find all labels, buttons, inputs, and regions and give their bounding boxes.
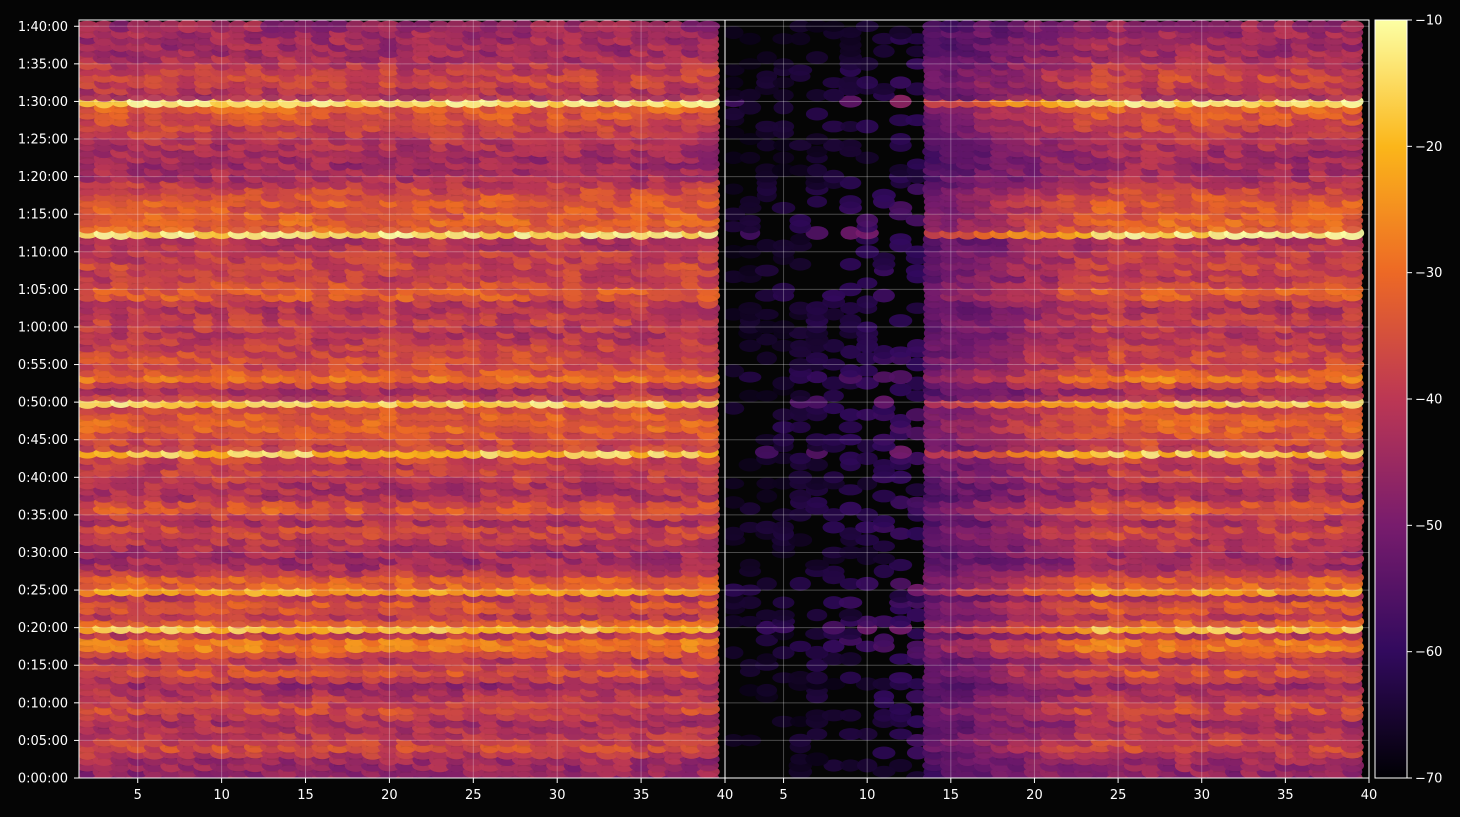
- heatmap-cell: [629, 20, 653, 32]
- heatmap-cell: [905, 771, 929, 778]
- heatmap-cell: [311, 20, 334, 33]
- heatmap-cell: [906, 746, 928, 760]
- heatmap-cell: [143, 20, 166, 33]
- heatmap-cell: [496, 20, 518, 33]
- heatmap-cell: [771, 715, 796, 728]
- heatmap-cell: [93, 20, 116, 32]
- left-panel: [78, 19, 726, 779]
- heatmap-cell: [193, 20, 216, 34]
- heatmap-cell: [872, 765, 896, 778]
- heatmap-cell: [412, 20, 434, 33]
- heatmap-cell: [277, 20, 300, 33]
- heatmap-cell: [805, 752, 829, 767]
- heatmap-cell: [790, 716, 811, 728]
- heatmap-cell: [479, 20, 501, 33]
- heatmap-cell: [612, 20, 637, 33]
- heatmap-cell: [578, 20, 603, 33]
- heatmap-cell: [805, 709, 829, 722]
- heatmap-cell: [906, 715, 928, 728]
- heatmap-cell: [889, 758, 913, 773]
- heatmap-cell: [361, 20, 384, 33]
- heatmap-cell: [345, 20, 366, 33]
- heatmap-cell: [664, 20, 685, 32]
- heatmap-cell: [873, 709, 895, 722]
- heatmap-cell: [563, 20, 585, 33]
- heatmap-cell: [127, 20, 149, 34]
- heatmap-cell: [159, 20, 183, 33]
- heatmap-cell: [872, 746, 896, 760]
- heatmap-cell: [177, 20, 199, 34]
- heatmap-cell: [108, 20, 133, 33]
- heatmap-cell: [680, 20, 703, 33]
- right-panel: [724, 19, 1370, 779]
- heatmap-cell: [546, 20, 569, 34]
- heatmap-cell: [446, 20, 467, 34]
- heatmap-cell: [840, 759, 861, 772]
- heatmap-cell: [738, 734, 762, 747]
- heatmap-cell: [856, 758, 878, 773]
- heatmap-cell: [889, 728, 912, 740]
- heatmap-cell: [461, 20, 485, 33]
- heatmap-cell: [530, 20, 551, 33]
- heatmap-cell: [597, 20, 618, 33]
- heatmap-cell: [228, 20, 249, 33]
- heatmap-cell: [838, 728, 863, 741]
- heatmap-cell: [821, 709, 846, 722]
- heatmap-cell: [725, 733, 744, 747]
- heatmap-cell: [789, 733, 812, 748]
- heatmap-cell: [839, 709, 862, 722]
- heatmap-cell: [395, 20, 417, 32]
- heatmap-cell: [906, 734, 929, 747]
- heatmap-cell: [260, 20, 284, 34]
- heatmap-cell: [294, 20, 317, 34]
- heatmap-cell: [823, 759, 844, 772]
- heatmap-cell: [327, 20, 351, 33]
- right-heatmap-cells: [725, 20, 1365, 778]
- heatmap-cell: [211, 20, 232, 34]
- heatmap-cell: [429, 20, 451, 32]
- heatmap-cell: [243, 20, 268, 33]
- left-heatmap-cells: [79, 20, 721, 778]
- heatmap-cell: [790, 753, 811, 765]
- heatmap-cell: [856, 727, 878, 741]
- heatmap-cell: [647, 20, 669, 32]
- heatmap-cell: [696, 20, 721, 32]
- heatmap-cell: [513, 20, 534, 34]
- heatmap-cell: [79, 20, 99, 32]
- heatmap-cell: [806, 728, 828, 741]
- heatmap-cell: [889, 703, 912, 715]
- heatmap-cell: [377, 20, 402, 33]
